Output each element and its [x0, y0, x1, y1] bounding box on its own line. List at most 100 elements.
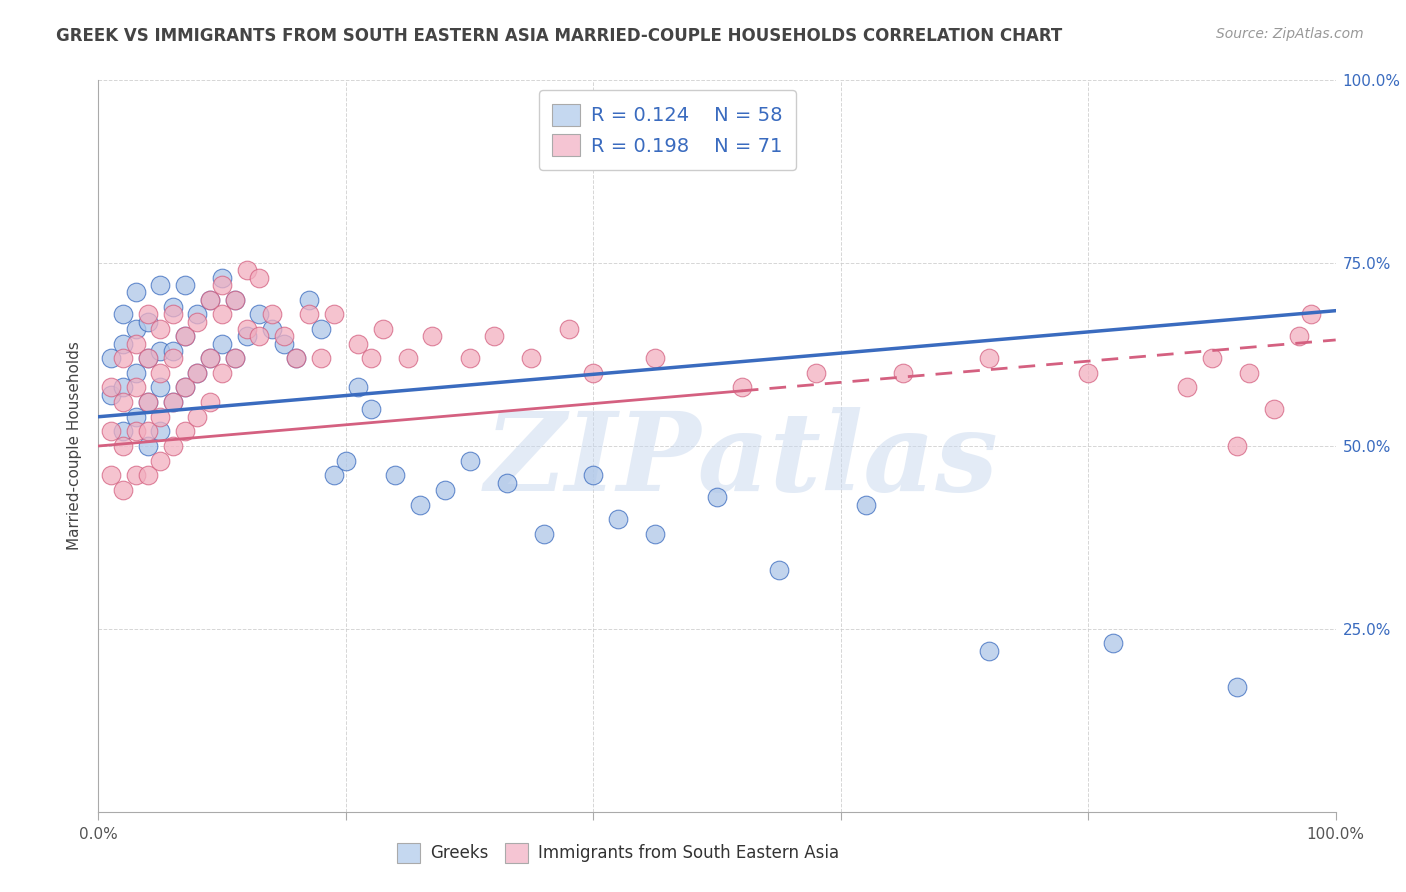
Point [247, 329, 270, 343]
Point [211, 336, 233, 351]
Point [186, 366, 208, 380]
Point [174, 329, 197, 343]
Point [211, 366, 233, 380]
Point [273, 336, 295, 351]
Point [520, 351, 543, 366]
Point [557, 322, 579, 336]
Point [112, 380, 135, 394]
Point [149, 409, 172, 424]
Point [891, 366, 914, 380]
Point [582, 366, 605, 380]
Point [804, 366, 827, 380]
Point [1226, 681, 1249, 695]
Point [124, 425, 146, 439]
Point [347, 380, 370, 394]
Point [224, 293, 246, 307]
Point [260, 307, 283, 321]
Point [198, 395, 221, 409]
Text: GREEK VS IMMIGRANTS FROM SOUTH EASTERN ASIA MARRIED-COUPLE HOUSEHOLDS CORRELATIO: GREEK VS IMMIGRANTS FROM SOUTH EASTERN A… [56, 27, 1063, 45]
Point [236, 322, 259, 336]
Point [211, 270, 233, 285]
Point [186, 409, 208, 424]
Point [247, 307, 270, 321]
Point [198, 351, 221, 366]
Point [100, 351, 122, 366]
Point [309, 351, 332, 366]
Point [100, 388, 122, 402]
Point [174, 329, 197, 343]
Point [149, 380, 172, 394]
Legend: Greeks, Immigrants from South Eastern Asia: Greeks, Immigrants from South Eastern As… [389, 837, 846, 869]
Point [162, 307, 184, 321]
Point [298, 307, 321, 321]
Point [422, 329, 444, 343]
Point [162, 343, 184, 358]
Point [112, 307, 135, 321]
Point [136, 351, 159, 366]
Point [582, 468, 605, 483]
Point [644, 526, 666, 541]
Point [124, 322, 146, 336]
Point [644, 351, 666, 366]
Point [112, 483, 135, 497]
Point [979, 644, 1001, 658]
Point [211, 278, 233, 293]
Point [149, 278, 172, 293]
Point [136, 315, 159, 329]
Y-axis label: Married-couple Households: Married-couple Households [67, 342, 83, 550]
Point [322, 307, 344, 321]
Point [136, 395, 159, 409]
Point [100, 468, 122, 483]
Point [112, 425, 135, 439]
Point [768, 563, 790, 577]
Point [247, 270, 270, 285]
Text: ZIPatlas: ZIPatlas [485, 407, 998, 515]
Point [174, 425, 197, 439]
Point [149, 453, 172, 467]
Point [124, 336, 146, 351]
Point [186, 315, 208, 329]
Point [112, 351, 135, 366]
Point [136, 395, 159, 409]
Point [1226, 439, 1249, 453]
Point [224, 351, 246, 366]
Point [433, 483, 456, 497]
Point [458, 351, 481, 366]
Point [260, 322, 283, 336]
Point [112, 336, 135, 351]
Point [136, 425, 159, 439]
Point [706, 490, 728, 504]
Point [162, 300, 184, 314]
Point [347, 336, 370, 351]
Point [236, 263, 259, 277]
Point [458, 453, 481, 467]
Point [100, 425, 122, 439]
Point [162, 395, 184, 409]
Point [211, 307, 233, 321]
Point [186, 307, 208, 321]
Point [224, 351, 246, 366]
Point [285, 351, 308, 366]
Point [162, 351, 184, 366]
Point [124, 285, 146, 300]
Point [1077, 366, 1099, 380]
Point [1263, 402, 1285, 417]
Point [136, 439, 159, 453]
Point [174, 380, 197, 394]
Point [1299, 307, 1322, 321]
Point [979, 351, 1001, 366]
Point [174, 278, 197, 293]
Point [298, 293, 321, 307]
Point [112, 439, 135, 453]
Point [309, 322, 332, 336]
Point [1175, 380, 1198, 394]
Point [607, 512, 630, 526]
Point [495, 475, 517, 490]
Point [149, 425, 172, 439]
Point [285, 351, 308, 366]
Point [731, 380, 754, 394]
Point [1102, 636, 1125, 650]
Point [136, 468, 159, 483]
Text: Source: ZipAtlas.com: Source: ZipAtlas.com [1216, 27, 1364, 41]
Point [533, 526, 555, 541]
